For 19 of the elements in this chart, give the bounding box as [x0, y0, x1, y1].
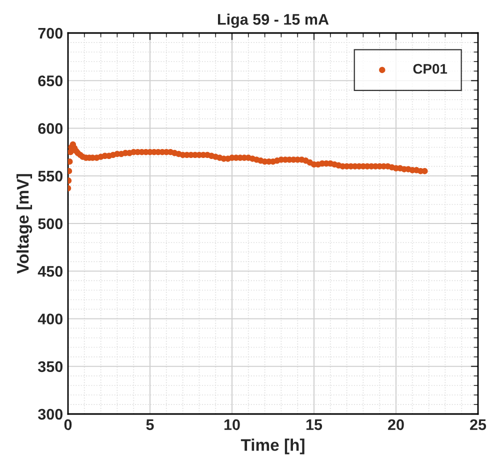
chart-title: Liga 59 - 15 mA: [218, 14, 329, 28]
x-tick-label: 0: [64, 419, 72, 430]
x-tick-label: 15: [306, 419, 322, 430]
y-tick-label: 400: [38, 314, 63, 324]
y-tick-label: 600: [38, 123, 63, 134]
y-tick-label: 350: [38, 361, 63, 372]
x-tick-label: 20: [388, 419, 404, 430]
x-axis-title: Time [h]: [240, 438, 304, 454]
x-tick-label: 10: [224, 419, 240, 430]
x-tick-label: 5: [146, 419, 154, 430]
y-tick-label: 700: [38, 28, 63, 39]
y-tick-label: 500: [38, 218, 63, 230]
x-tick-label: 25: [470, 419, 486, 430]
y-tick-label: 300: [38, 408, 63, 420]
legend-label: CP01: [413, 64, 448, 74]
y-tick-label: 550: [38, 170, 63, 182]
y-tick-label: 450: [38, 266, 63, 277]
y-axis-title: Voltage [mV]: [16, 174, 32, 274]
y-tick-label: 650: [38, 75, 63, 86]
